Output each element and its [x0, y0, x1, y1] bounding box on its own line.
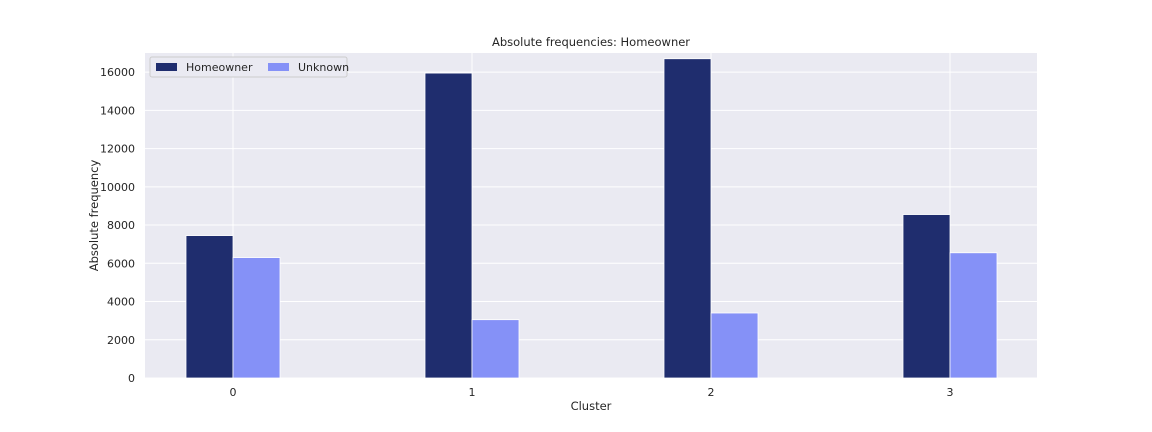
y-tick-label: 4000	[107, 296, 135, 309]
legend-label-homeowner: Homeowner	[186, 61, 253, 74]
bar-homeowner-0	[185, 235, 234, 379]
x-tick-label: 1	[469, 386, 476, 399]
bar-homeowner-2	[663, 58, 712, 379]
bars	[185, 58, 998, 379]
legend-label-unknown: Unknown	[298, 61, 349, 74]
bar-unknown-3	[949, 252, 998, 379]
bar-unknown-0	[232, 257, 281, 379]
y-axis-label: Absolute frequency	[87, 160, 101, 272]
bar-homeowner-3	[902, 214, 951, 379]
x-tick-label: 3	[947, 386, 954, 399]
y-tick-label: 12000	[100, 143, 135, 156]
x-axis-label: Cluster	[571, 399, 612, 413]
bar-unknown-1	[471, 319, 520, 379]
tick-labels: 0 2000 4000 6000 8000 10000 12000 14000 16000 0 1 2…	[100, 66, 954, 399]
x-tick-label: 2	[708, 386, 715, 399]
x-tick-label: 0	[230, 386, 237, 399]
legend-swatch-homeowner	[156, 63, 177, 71]
legend-swatch-unknown	[268, 63, 289, 71]
y-tick-label: 14000	[100, 104, 135, 117]
legend-box	[149, 56, 348, 78]
plot-background	[145, 53, 1037, 378]
bar-homeowner-1	[424, 72, 473, 379]
y-tick-label: 6000	[107, 257, 135, 270]
y-tick-label: 2000	[107, 334, 135, 347]
y-tick-label: 8000	[107, 219, 135, 232]
legend: Homeowner Unknown	[149, 56, 349, 78]
y-tick-label: 10000	[100, 181, 135, 194]
y-tick-label: 0	[128, 372, 135, 385]
bar-unknown-2	[710, 312, 759, 379]
y-tick-label: 16000	[100, 66, 135, 79]
chart-title: Absolute frequencies: Homeowner	[492, 35, 690, 49]
